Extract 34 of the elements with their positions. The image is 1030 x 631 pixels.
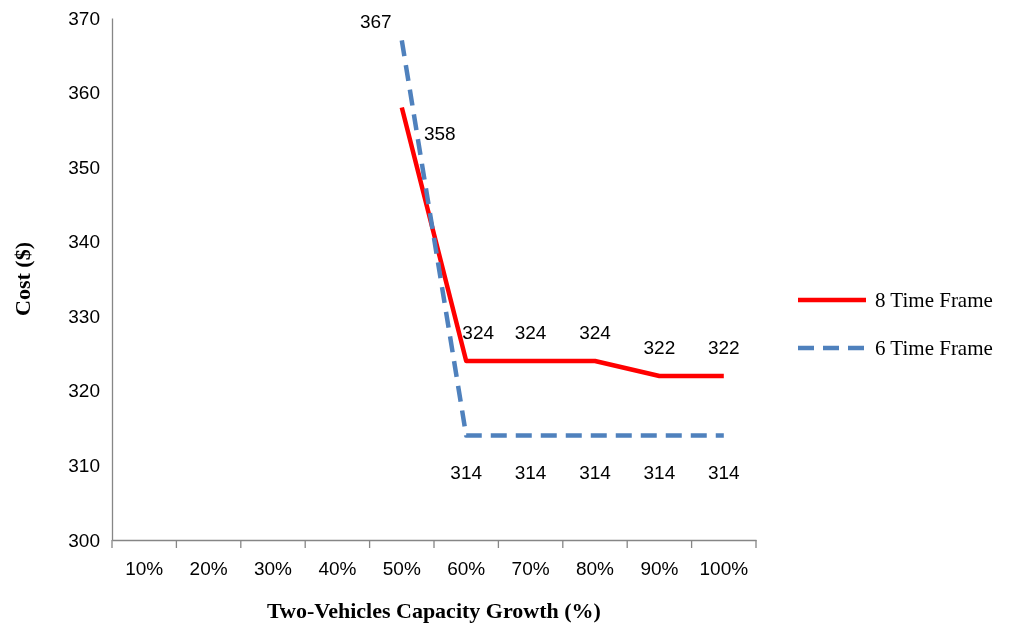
x-tick-label: 70%: [511, 558, 550, 580]
x-tick-label: 80%: [575, 558, 615, 580]
legend-label: 8 Time Frame: [875, 288, 993, 312]
y-tick-label: 340: [68, 231, 100, 253]
data-label: 314: [514, 461, 547, 483]
x-tick-label: 10%: [125, 558, 164, 580]
data-label: 314: [643, 461, 676, 483]
x-tick-label: 100%: [699, 558, 749, 580]
x-axis-title: Two-Vehicles Capacity Growth (%): [267, 598, 601, 623]
x-tick-label: 30%: [253, 558, 293, 580]
data-label: 314: [579, 461, 612, 483]
y-tick-label: 330: [68, 305, 100, 327]
y-tick-label: 370: [68, 7, 100, 29]
data-label: 322: [643, 336, 676, 358]
y-axis-title: Cost ($): [10, 242, 35, 316]
data-label: 367: [359, 11, 392, 33]
y-tick-label: 310: [68, 455, 100, 477]
data-label: 358: [423, 123, 456, 145]
y-tick-label: 320: [68, 380, 100, 402]
x-tick-label: 60%: [447, 558, 486, 580]
data-label: 322: [707, 336, 740, 358]
data-label: 324: [462, 322, 495, 344]
x-tick-label: 90%: [640, 558, 679, 580]
data-label: 314: [450, 461, 483, 483]
y-tick-label: 360: [68, 82, 100, 104]
x-tick-label: 40%: [318, 558, 357, 580]
x-tick-label: 20%: [189, 558, 228, 580]
y-tick-label: 300: [68, 529, 100, 551]
data-label: 314: [707, 461, 741, 483]
x-tick-label: 50%: [382, 558, 421, 580]
data-label: 324: [579, 322, 612, 344]
y-tick-label: 350: [68, 156, 100, 178]
legend-label: 6 Time Frame: [875, 336, 993, 360]
data-label: 324: [514, 322, 547, 344]
